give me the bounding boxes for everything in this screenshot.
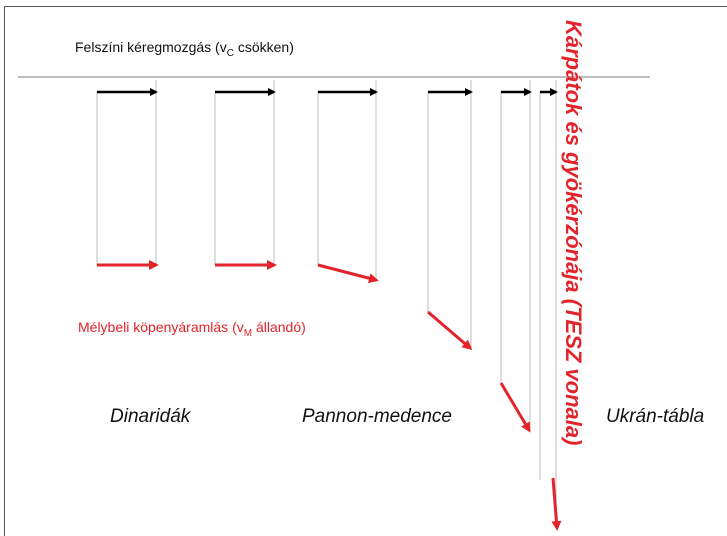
region-label: Pannon-medence: [302, 406, 452, 427]
surface-label: Felszíni kéregmozgás (vC csökken): [75, 39, 294, 59]
columns: [96, 80, 562, 531]
region-label: Ukrán-tábla: [606, 406, 704, 427]
region-label: Dinaridák: [110, 406, 192, 427]
mantle-label: Mélybeli köpenyáramlás (vM állandó): [78, 319, 306, 339]
tesz-label: Kárpátok és gyökérzónája (TESZ vonala): [561, 20, 586, 445]
frame: [4, 6, 727, 536]
